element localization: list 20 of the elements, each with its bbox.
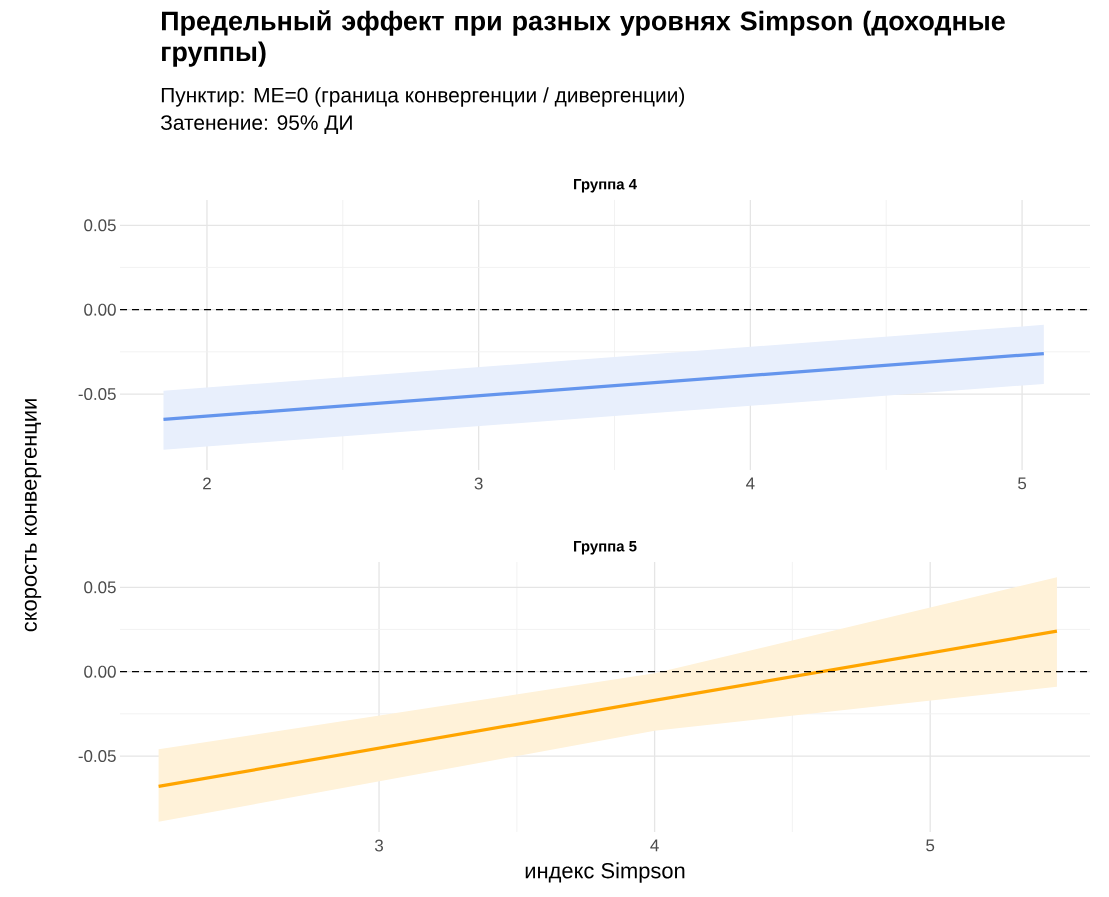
y-tick-label: 0.00 xyxy=(84,303,116,316)
y-tick-label: 0.00 xyxy=(84,665,116,678)
y-tick-label: 0.05 xyxy=(84,581,116,594)
x-tick-label: 3 xyxy=(474,477,483,490)
x-tick-label: 2 xyxy=(203,477,211,490)
x-tick-label: 3 xyxy=(374,839,384,852)
x-tick-label: 5 xyxy=(1018,477,1027,490)
y-axis-title: скорость конвергенции xyxy=(24,399,42,632)
x-axis-title: индекс Simpson xyxy=(525,862,685,883)
text: Группа 5 xyxy=(574,541,637,555)
chart-subtitle: Пунктир: ME=0 (граница конвергенции / дивергенции) xyxy=(161,87,685,107)
chart-title: Предельный эффект при разных уровнях Simpson (доходные группы) xyxy=(162,10,1005,67)
text: Группа 4 xyxy=(574,179,637,193)
x-tick-label: 4 xyxy=(650,839,659,852)
y-tick-label: 0.05 xyxy=(84,219,116,232)
x-tick-label: 4 xyxy=(746,477,755,490)
y-tick-label: -0.05 xyxy=(78,750,116,763)
y-tick-label: -0.05 xyxy=(78,388,116,401)
x-tick-label: 5 xyxy=(926,839,935,852)
text: Затенение: 95% ДИ xyxy=(160,115,352,134)
